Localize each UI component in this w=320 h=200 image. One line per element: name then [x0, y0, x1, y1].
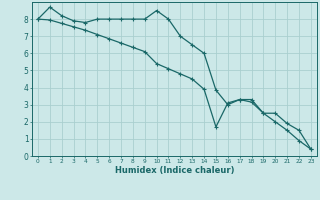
- X-axis label: Humidex (Indice chaleur): Humidex (Indice chaleur): [115, 166, 234, 175]
